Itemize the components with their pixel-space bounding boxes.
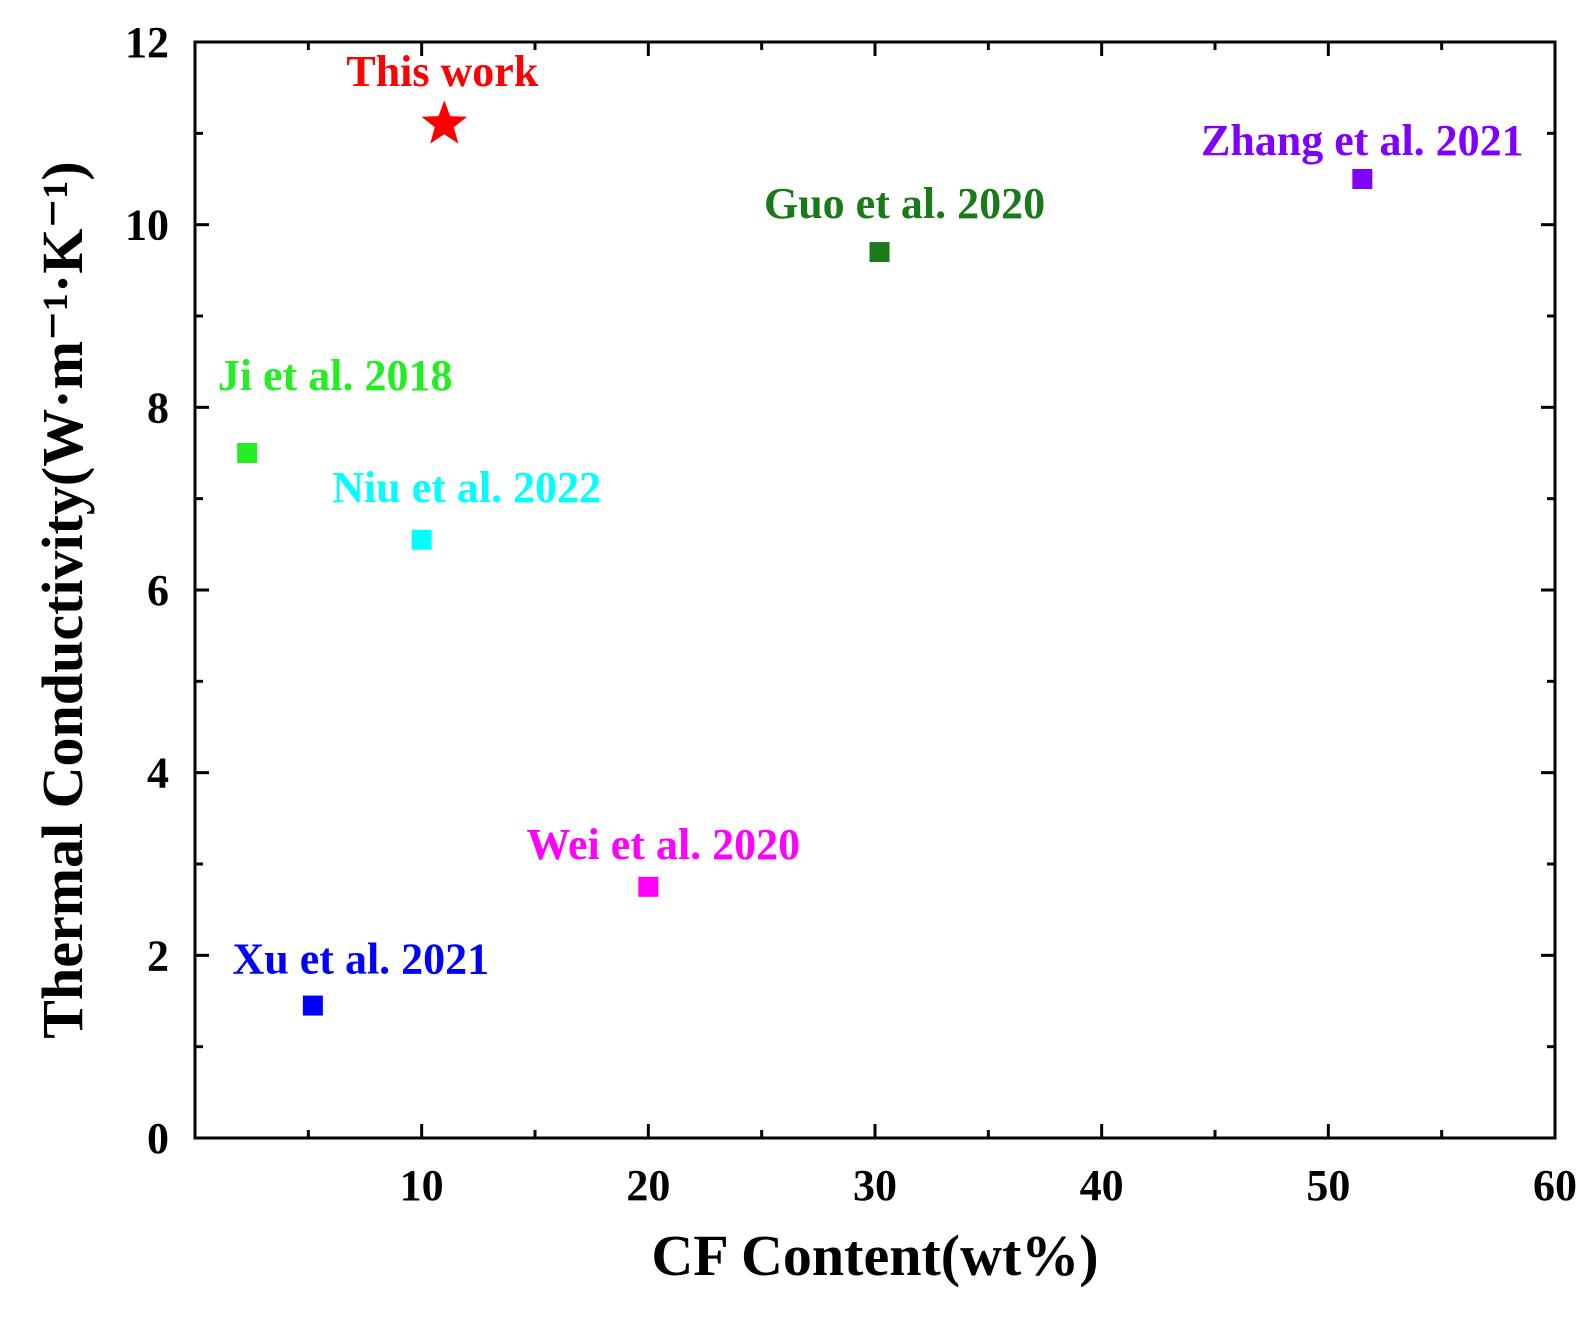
data-point-square [638, 876, 659, 897]
y-tick-label: 0 [147, 1114, 169, 1163]
x-tick-label: 40 [1080, 1161, 1124, 1210]
x-tick-label: 30 [853, 1161, 897, 1210]
points-layer: This work Zhang et al. 2021 Guo et al. 202… [218, 47, 1524, 1016]
x-axis-title: CF Content(wt%) [651, 1223, 1098, 1288]
y-tick-label: 8 [147, 383, 169, 432]
plot-frame [193, 40, 1557, 1140]
data-point-label: Wei et al. 2020 [526, 820, 800, 869]
x-tick-label: 50 [1306, 1161, 1350, 1210]
data-point-square [1352, 169, 1373, 189]
data-point-label: Niu et al. 2022 [332, 463, 601, 512]
data-point-square [411, 529, 432, 550]
y-tick-label: 4 [147, 749, 169, 798]
y-tick-label: 10 [125, 201, 169, 250]
y-tick-label: 6 [147, 566, 169, 615]
data-point-label: Guo et al. 2020 [764, 179, 1045, 228]
y-axis-title: Thermal Conductivity(W·m⁻¹·K⁻¹) [30, 161, 95, 1038]
data-point-star [421, 100, 468, 144]
y-tick-label: 12 [125, 18, 169, 67]
data-point-label: Ji et al. 2018 [218, 351, 453, 400]
data-point-square [302, 995, 323, 1016]
x-tick-label: 20 [626, 1161, 670, 1210]
data-point-square [869, 242, 890, 263]
data-point-label: Xu et al. 2021 [233, 935, 490, 984]
data-point-label: Zhang et al. 2021 [1201, 116, 1524, 165]
x-tick-label: 60 [1533, 1161, 1577, 1210]
data-point-label: This work [346, 47, 538, 96]
x-tick-label: 10 [400, 1161, 444, 1210]
data-point-square [237, 443, 258, 463]
y-tick-label: 2 [147, 931, 169, 980]
